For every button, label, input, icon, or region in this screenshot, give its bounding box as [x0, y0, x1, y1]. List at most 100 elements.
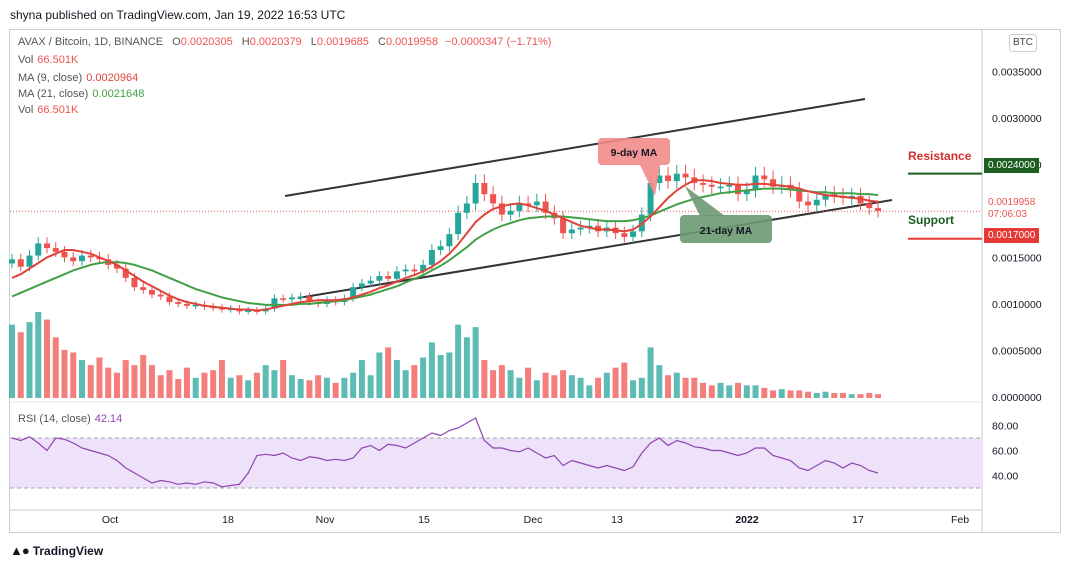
ma21-callout-box	[680, 215, 772, 243]
volume-bar	[770, 390, 777, 398]
vol2-legend[interactable]: Vol 66.501K	[18, 104, 78, 116]
price-tick-label: 0.0035000	[992, 66, 1042, 78]
volume-bar	[175, 379, 182, 398]
ma21-value: 0.0021648	[92, 88, 145, 100]
candle-body	[70, 257, 77, 262]
volume-bar	[402, 370, 409, 398]
candle-body	[446, 234, 453, 247]
volume-bar	[813, 392, 820, 398]
last-price-badge: 0.0019958 07:06:03	[984, 196, 1040, 222]
candle-body	[358, 283, 365, 288]
currency-button[interactable]: BTC	[1009, 34, 1037, 52]
volume-bar	[796, 390, 803, 398]
candle-body	[192, 304, 199, 307]
volume-bar	[183, 367, 190, 398]
volume-bar	[656, 365, 663, 398]
volume-bar	[682, 377, 689, 398]
volume-bar	[463, 337, 470, 398]
candle-body	[17, 259, 24, 267]
rsi-legend[interactable]: RSI (14, close) 42.14	[18, 413, 122, 425]
volume-bar	[70, 352, 77, 398]
volume-bar	[708, 385, 715, 398]
rsi-band	[10, 438, 982, 488]
volume-bar	[752, 385, 759, 398]
candle-body	[813, 199, 820, 206]
candle-body	[113, 264, 120, 269]
candle-body	[148, 289, 155, 295]
candle-body	[665, 175, 672, 182]
volume-bar	[525, 367, 532, 398]
volume-bar	[122, 360, 129, 398]
ma21-line	[11, 187, 879, 306]
volume-bar	[306, 380, 313, 398]
volume-bar	[586, 385, 593, 398]
volume-bar	[35, 312, 42, 398]
volume-bar	[691, 377, 698, 398]
candle-body	[271, 298, 278, 309]
last-price: 0.0019958	[988, 197, 1036, 208]
candle-body	[78, 255, 85, 262]
ma21-label: MA (21, close)	[18, 88, 89, 100]
candle-body	[288, 297, 295, 300]
symbol-label[interactable]: AVAX / Bitcoin, 1D, BINANCE	[18, 36, 164, 48]
candle-body	[726, 184, 733, 187]
price-tick-label: 0.0010000	[992, 299, 1042, 311]
volume-bar	[831, 392, 838, 398]
price-tick-label: 0.0000000	[992, 392, 1042, 404]
candle-body	[157, 294, 164, 297]
candle-body	[122, 268, 129, 278]
open-key: O	[172, 36, 181, 48]
candle-body	[35, 243, 42, 256]
rsi-value: 42.14	[94, 413, 123, 425]
vol-legend[interactable]: Vol 66.501K	[18, 54, 78, 66]
ma9-callout-text: 9-day MA	[611, 147, 658, 159]
candle-body	[682, 173, 689, 178]
volume-bar	[131, 365, 138, 398]
volume-bar	[595, 377, 602, 398]
volume-bar	[735, 382, 742, 398]
volume-bar	[428, 342, 435, 398]
ma9-legend[interactable]: MA (9, close) 0.0020964	[18, 72, 138, 84]
volume-bar	[393, 360, 400, 398]
volume-bar	[787, 390, 794, 398]
volume-bar	[621, 362, 628, 398]
candle-body	[52, 248, 59, 252]
tradingview-logo[interactable]: ▲● TradingView	[10, 543, 103, 558]
volume-bar	[253, 372, 260, 398]
chart-frame[interactable]	[9, 29, 1061, 533]
candle-body	[367, 280, 374, 284]
candle-body	[875, 208, 881, 211]
resistance-label: Resistance	[908, 149, 972, 163]
channel-lower-line	[297, 199, 893, 299]
candle-body	[796, 190, 803, 202]
candle-body	[166, 296, 173, 303]
volume-bar	[560, 370, 567, 398]
candle-body	[183, 303, 190, 306]
volume-bar	[288, 375, 295, 398]
volume-bar	[78, 360, 85, 398]
volume-bar	[280, 360, 287, 398]
time-tick-label: Oct	[102, 514, 118, 526]
time-tick-label: 2022	[735, 514, 759, 526]
volume-bar	[516, 377, 523, 398]
candle-body	[43, 243, 50, 249]
volume-bar	[726, 385, 733, 398]
volume-bar	[376, 352, 383, 398]
volume-bar	[218, 360, 225, 398]
volume-bar	[236, 375, 243, 398]
price-tick-label: 0.0030000	[992, 113, 1042, 125]
volume-bar	[420, 357, 427, 398]
volume-bar	[446, 352, 453, 398]
volume-bar	[52, 337, 59, 398]
ma21-legend[interactable]: MA (21, close) 0.0021648	[18, 88, 144, 100]
candle-body	[673, 173, 680, 182]
volume-bar	[638, 377, 645, 398]
rsi-line	[11, 417, 879, 488]
volume-bar	[113, 372, 120, 398]
candle-body	[411, 269, 418, 272]
time-tick-label: Dec	[524, 514, 543, 526]
channel-upper-line	[284, 98, 866, 197]
volume-bar	[761, 387, 768, 398]
support-price-badge: 0.0017000	[984, 228, 1040, 243]
